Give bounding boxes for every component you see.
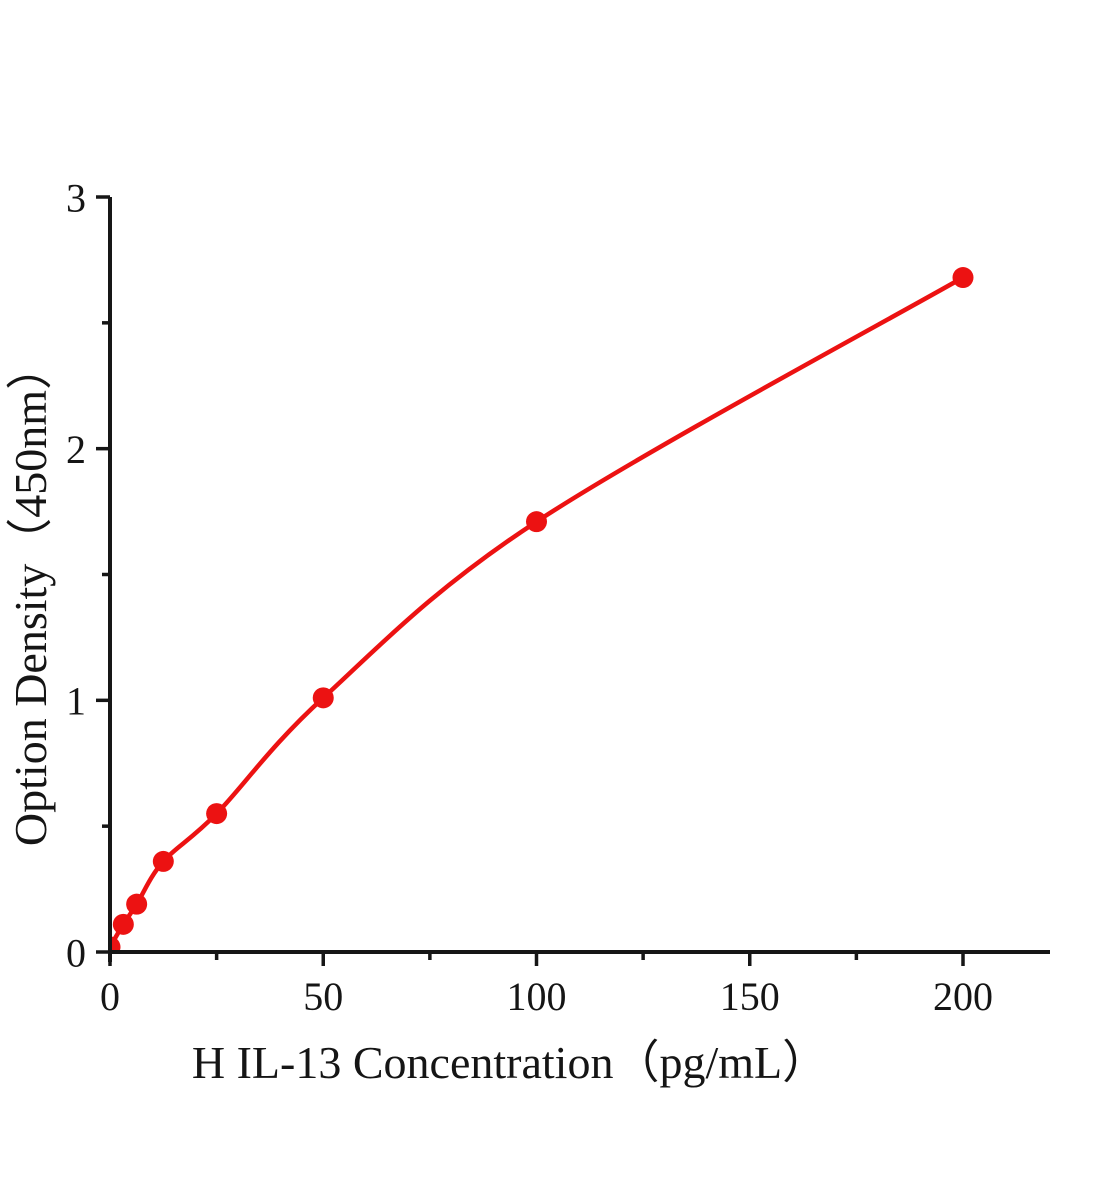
y-tick-label: 3	[66, 175, 86, 220]
data-point-marker	[112, 913, 134, 935]
y-tick-label: 0	[66, 930, 86, 975]
data-points	[112, 267, 974, 950]
data-point-marker	[526, 511, 547, 533]
y-tick-label: 2	[66, 427, 86, 472]
x-tick-label: 0	[100, 974, 120, 1019]
data-point-marker	[126, 893, 148, 915]
y-tick-label: 1	[66, 679, 86, 724]
axes	[108, 197, 1050, 962]
data-point-marker	[952, 267, 974, 289]
x-tick-label: 100	[507, 974, 567, 1019]
data-point-marker	[152, 850, 174, 872]
x-tick-label: 200	[933, 974, 993, 1019]
tick-labels: 0 1 2 3 0 50 100 150 200	[66, 175, 993, 1019]
data-point-marker	[206, 803, 228, 825]
x-tick-label: 150	[720, 974, 780, 1019]
y-axis-title: Option Density（450nm）	[5, 344, 56, 846]
data-point-marker	[112, 936, 121, 950]
data-point-marker	[312, 687, 334, 709]
fit-curve	[112, 275, 966, 949]
x-tick-label: 50	[303, 974, 343, 1019]
x-axis-title: H IL-13 Concentration（pg/mL）	[192, 1037, 828, 1088]
tick-marks	[96, 195, 965, 966]
